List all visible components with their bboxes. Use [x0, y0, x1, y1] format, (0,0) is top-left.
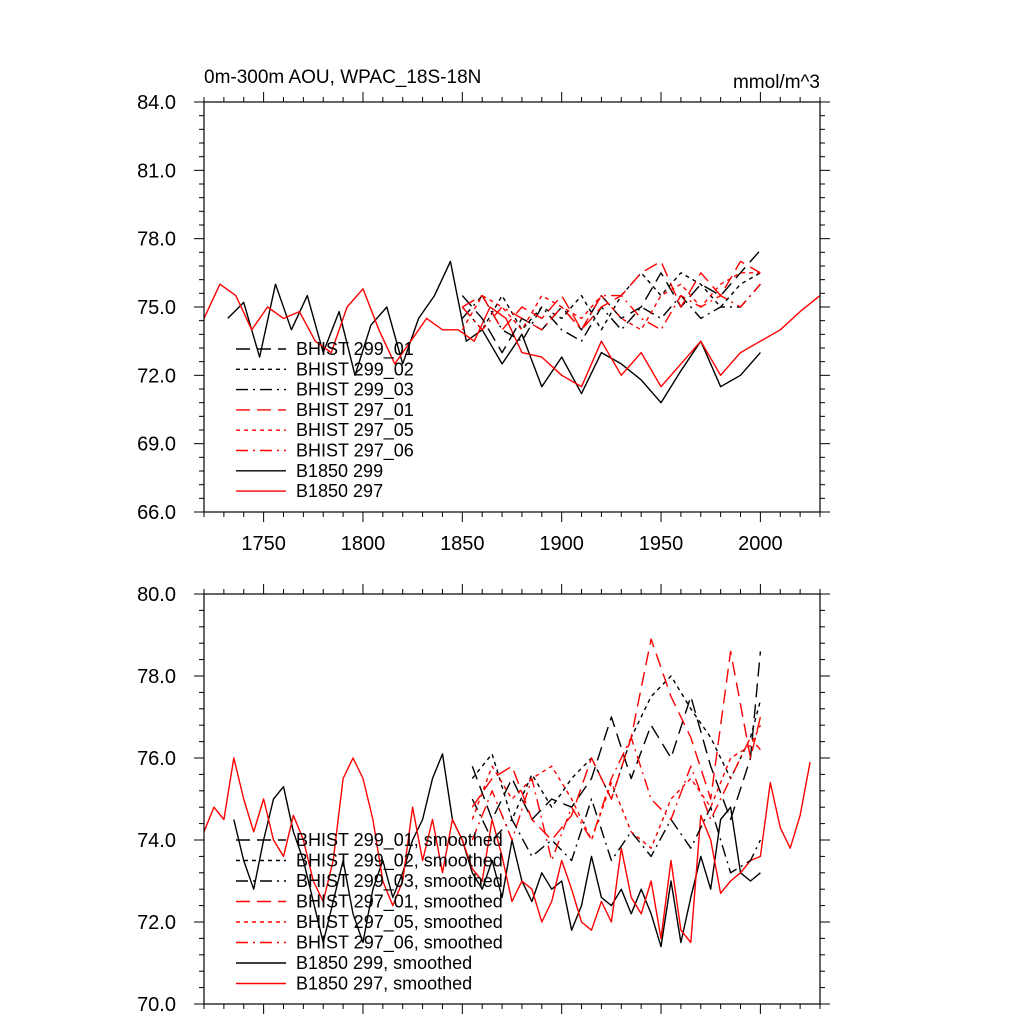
- series-line-bhist-299-02-smoothed: [471, 675, 762, 821]
- legend-label: BHIST 297_05, smoothed: [296, 912, 503, 933]
- series-line-bhist-297-01-smoothed: [471, 638, 762, 841]
- units-label: mmol/m^3: [733, 72, 820, 93]
- series-line-bhist-297-06: [461, 283, 761, 331]
- y-tick-label: 72.0: [137, 912, 176, 934]
- series-line-bhist-299-03: [461, 283, 761, 342]
- y-tick-label: 66.0: [137, 502, 176, 524]
- legend-label: B1850 299, smoothed: [296, 953, 472, 973]
- series-line-b1850-299: [227, 260, 761, 404]
- plot-frame: [203, 593, 821, 1005]
- x-tick-label: 1800: [341, 533, 386, 555]
- chart-top-panel: 1750 1800 1850 1900 1950 2000 66.0 69.0 72.0 75.0…: [137, 92, 830, 555]
- x-tick-label: 1900: [539, 533, 584, 555]
- y-tick-label: 78.0: [137, 666, 176, 688]
- legend-label: BHIST 297_05: [296, 420, 414, 441]
- legend-label: BHIST 299_03: [296, 380, 414, 401]
- top-title: 0m-300m AOU, WPAC_18S-18N: [204, 67, 481, 88]
- series-line-bhist-299-03-smoothed: [471, 798, 762, 874]
- legend-label: BHIST 297_06: [296, 441, 414, 462]
- series-line-bhist-297-05: [461, 272, 761, 331]
- x-tick-label: 1950: [639, 533, 684, 555]
- legend-label: BHIST 299_01: [296, 339, 414, 360]
- y-tick-label: 74.0: [137, 830, 176, 852]
- y-tick-label: 76.0: [137, 748, 176, 770]
- series-group: [204, 249, 820, 404]
- legend-label: BHIST 299_02, smoothed: [296, 851, 503, 872]
- y-tick-label: 81.0: [137, 160, 176, 182]
- legend-label: BHIST 297_06, smoothed: [296, 933, 503, 954]
- x-tick-label: 2000: [738, 533, 783, 555]
- legend-label: BHIST 299_03, smoothed: [296, 871, 503, 892]
- y-tick-label: 75.0: [137, 297, 176, 319]
- legend-label: BHIST 297_01, smoothed: [296, 892, 503, 913]
- y-tick-label: 69.0: [137, 434, 176, 456]
- legend-label: BHIST 299_01, smoothed: [296, 830, 503, 851]
- x-tick-label: 1750: [241, 533, 286, 555]
- legend-label: B1850 297: [296, 481, 383, 501]
- series-line-b1850-297: [204, 283, 820, 388]
- series-line-bhist-297-06-smoothed: [471, 736, 761, 862]
- y-tick-label: 84.0: [137, 92, 176, 114]
- legend-label: BHIST 299_02: [296, 359, 414, 380]
- series-group: [204, 638, 811, 948]
- series-line-b1850-299-smoothed: [233, 753, 761, 948]
- y-tick-label: 78.0: [137, 229, 176, 251]
- x-tick-label: 1850: [440, 533, 485, 555]
- chart-bottom-panel: 70.0 72.0 74.0 76.0 78.0 80.0 BHIST 299_01, sm…: [137, 584, 830, 1016]
- y-tick-label: 70.0: [137, 994, 176, 1016]
- legend-label: B1850 297, smoothed: [296, 974, 472, 994]
- y-tick-label: 72.0: [137, 365, 176, 387]
- series-line-bhist-297-05-smoothed: [471, 724, 762, 849]
- legend-label: BHIST 297_01: [296, 400, 414, 421]
- y-tick-label: 80.0: [137, 584, 176, 606]
- series-line-b1850-297-smoothed: [204, 757, 811, 944]
- legend-label: B1850 299: [296, 461, 383, 481]
